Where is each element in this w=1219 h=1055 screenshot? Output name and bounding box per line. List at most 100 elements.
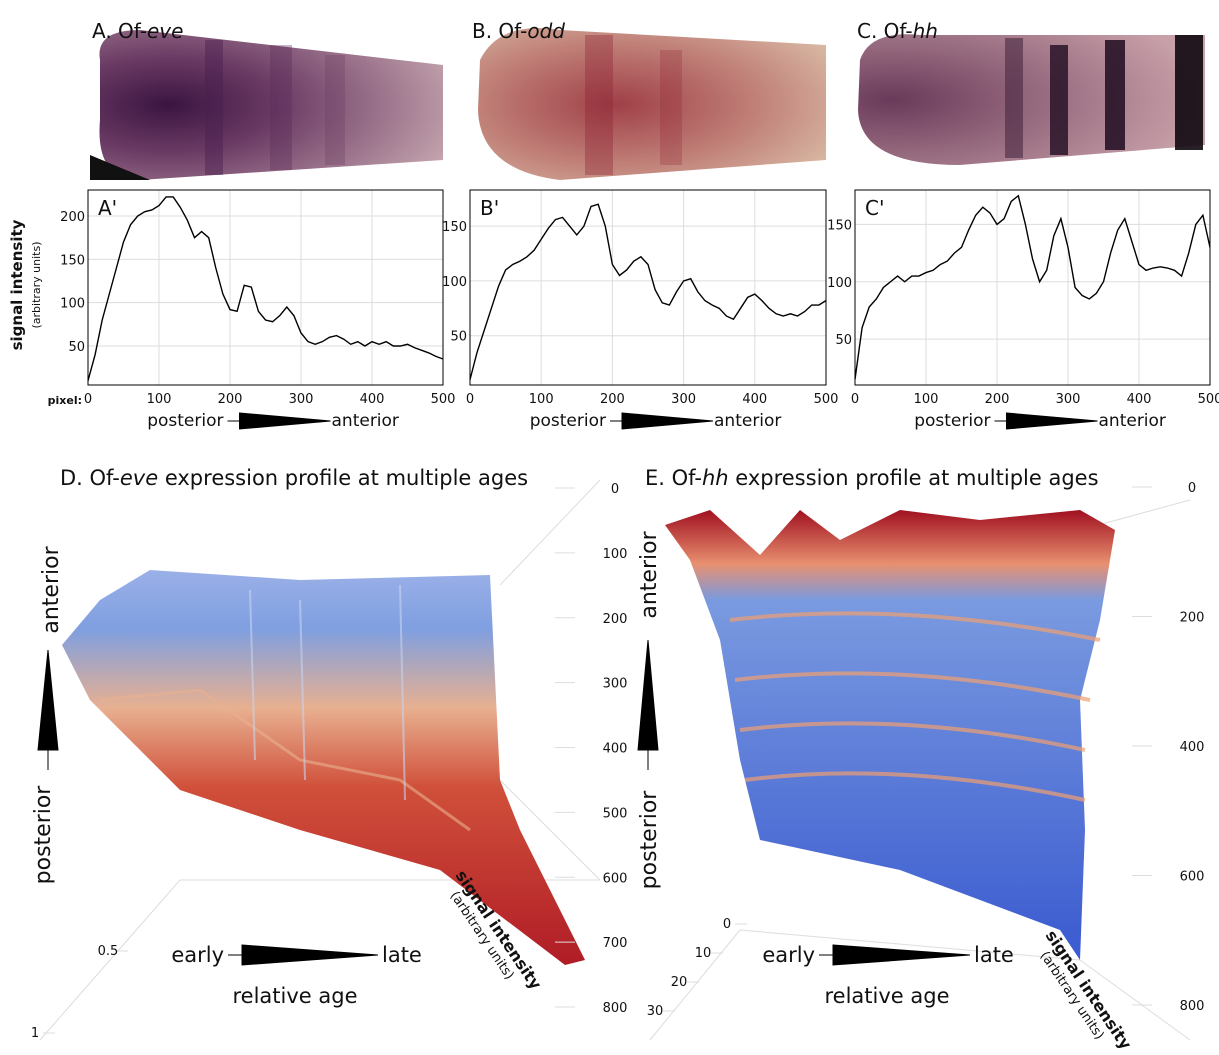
photo-title: A. Of-eve [92, 19, 183, 43]
y-tick-label: 150 [827, 218, 852, 233]
title-prefix: B. Of- [472, 19, 527, 43]
axis-tick-label: 500 [603, 806, 628, 821]
y-tick-label: 100 [827, 276, 852, 291]
y-tick-label: 200 [60, 210, 85, 225]
arrow [819, 944, 971, 966]
direction-end: anterior [1099, 411, 1166, 431]
direction-end: anterior [332, 411, 399, 431]
photo-title: B. Of-odd [472, 19, 565, 43]
surface-title: D. Of-eve expression profile at multiple… [60, 466, 528, 490]
arrow [637, 639, 659, 770]
x-tick-label: 100 [529, 392, 554, 407]
axis-label: posterior [637, 790, 662, 890]
axis-tick-label: 800 [603, 1001, 628, 1016]
gene-name: odd [527, 19, 565, 43]
axis-tick-label: 600 [1180, 870, 1205, 885]
signal-line [469, 203, 827, 380]
plot-frame [87, 189, 444, 386]
age-axis-title: relative age [232, 984, 357, 1008]
photo-title: C. Of-hh [857, 19, 938, 43]
axis-tick-label: 100 [603, 547, 628, 562]
x-tick-label: 400 [742, 392, 767, 407]
x-tick-label: 300 [671, 392, 696, 407]
surface-d [39, 479, 601, 1041]
intensity-tick-label: 0 [723, 917, 731, 932]
x-tick-label: 300 [1056, 392, 1081, 407]
y-tick-label: 100 [60, 297, 85, 312]
age-label: early [171, 943, 224, 967]
axis-label: anterior [39, 545, 64, 633]
panel-label: B' [480, 196, 499, 220]
direction-arrow [610, 412, 714, 430]
photo-b [478, 28, 826, 180]
surface-title: E. Of-hh expression profile at multiple … [645, 466, 1099, 490]
axis-label: anterior [637, 530, 662, 618]
panel-label: A' [98, 196, 117, 220]
panel-label: C' [865, 196, 884, 220]
age-label: late [974, 943, 1014, 967]
x-tick-label: 500 [1198, 392, 1219, 407]
y-tick-label: 100 [442, 275, 467, 290]
axis-tick-label: 300 [603, 677, 628, 692]
x-tick-label: 500 [431, 392, 456, 407]
arrow [228, 944, 379, 966]
title-suffix: expression profile at multiple ages [729, 466, 1099, 490]
x-tick-label: 100 [147, 392, 172, 407]
y-tick-label: 50 [835, 333, 852, 348]
intensity-tick-label: 10 [695, 946, 712, 961]
intensity-tick-label: 20 [671, 975, 688, 990]
x-tick-label: 200 [985, 392, 1010, 407]
gene-name: hh [702, 466, 729, 490]
signal-line [87, 196, 444, 381]
gene-name: hh [913, 19, 938, 43]
title-prefix: D. Of- [60, 466, 120, 490]
age-label: early [762, 943, 815, 967]
gene-name: eve [147, 19, 183, 43]
x-tick-label: 0 [466, 392, 474, 407]
direction-start: posterior [147, 411, 223, 431]
x-tick-label: 200 [600, 392, 625, 407]
direction-start: posterior [530, 411, 606, 431]
photo-c [858, 34, 1205, 166]
axis-tick-label: 200 [1180, 611, 1205, 626]
direction-arrow [994, 412, 1098, 430]
gene-name: eve [120, 466, 158, 490]
age-label: late [382, 943, 422, 967]
x-tick-label: 300 [289, 392, 314, 407]
axis-tick-label: 400 [603, 742, 628, 757]
x-tick-label: 500 [814, 392, 839, 407]
signal-line [854, 194, 1211, 380]
axis-tick-label: 0 [1188, 481, 1196, 496]
direction-start: posterior [914, 411, 990, 431]
plot-frame [469, 189, 827, 386]
x-tick-label: 400 [1127, 392, 1152, 407]
y-axis-title: signal intensity [8, 219, 26, 350]
intensity-tick-label: 30 [647, 1004, 664, 1019]
x-tick-label: 0 [84, 392, 92, 407]
x-tick-label: 400 [360, 392, 385, 407]
title-prefix: A. Of- [92, 19, 147, 43]
title-prefix: E. Of- [645, 466, 702, 490]
x-axis-title: pixel: [48, 394, 82, 407]
x-tick-label: 100 [914, 392, 939, 407]
age-axis-title: relative age [824, 984, 949, 1008]
surface-e [649, 499, 1191, 1041]
axis-tick-label: 400 [1180, 740, 1205, 755]
title-suffix: expression profile at multiple ages [158, 466, 528, 490]
plot-frame [854, 189, 1211, 386]
y-axis-subtitle: (arbitrary units) [30, 241, 43, 328]
axis-tick-label: 600 [603, 871, 628, 886]
axis-tick-label: 800 [1180, 999, 1205, 1014]
axis-tick-label: 200 [603, 612, 628, 627]
title-prefix: C. Of- [857, 19, 913, 43]
axis-label: posterior [31, 785, 56, 885]
y-tick-label: 150 [442, 220, 467, 235]
direction-end: anterior [714, 411, 781, 431]
y-tick-label: 50 [68, 340, 85, 355]
y-tick-label: 150 [60, 253, 85, 268]
axis-tick-label: 0 [611, 482, 619, 497]
x-tick-label: 0 [851, 392, 859, 407]
direction-arrow [227, 412, 331, 430]
